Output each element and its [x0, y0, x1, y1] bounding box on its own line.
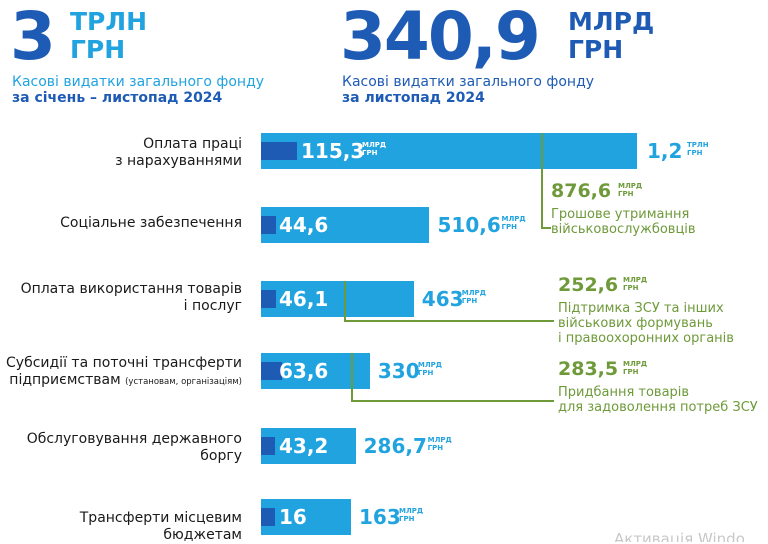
bar-total-label-goods: 463 — [421, 287, 464, 311]
row-label-debt-l2: боргу — [200, 448, 242, 464]
annotation-goods-zsu-value: 283,5 — [558, 358, 619, 380]
leader-subsidies-v — [351, 353, 353, 401]
bar-month-label-local: 16 — [279, 505, 307, 529]
annotation-salary-value: 876,6 — [551, 180, 612, 202]
row-label-salary-l1: Оплата праці — [143, 136, 242, 152]
annotation-zsu-text-2: військових формувань — [558, 316, 713, 331]
total-unit-left-1: ТРЛН — [70, 7, 148, 36]
bar-month-unit-salary: МЛРД ГРН — [362, 141, 387, 157]
bar-month-subsidies — [261, 362, 282, 380]
total-unit-right-2: ГРН — [568, 35, 624, 64]
bar-total-label-local: 163 — [359, 505, 401, 529]
annotation-zsu: 252,6 МЛРД ГРН Підтримка ЗСУ та інших вій… — [558, 274, 734, 347]
row-label-goods-l2: і послуг — [183, 298, 242, 314]
bar-total-debt — [261, 428, 356, 464]
row-label-debt-l1: Обслуговування державного — [26, 431, 242, 447]
row-label-subsidies-l1: Субсидії та поточні трансферти — [6, 355, 242, 371]
total-unit-right-1: МЛРД — [568, 7, 655, 36]
bar-month-label-social: 44,6 — [279, 213, 329, 237]
row-label-local-l1: Трансферти місцевим бюджетам — [79, 510, 242, 543]
row-label-subsidies: Субсидії та поточні трансферти підприємс… — [2, 355, 242, 391]
bar-month-label-goods: 46,1 — [279, 287, 329, 311]
caption-left-line1: Касові видатки загального фонду — [12, 74, 265, 90]
row-label-salary: Оплата праці з нарахуваннями — [2, 136, 242, 170]
row-label-social: Соціальне забезпечення — [2, 215, 242, 232]
bar-total-salary — [261, 133, 637, 169]
row-label-subsidies-l2-wrap: підприємствам (установам, організаціям) — [2, 372, 242, 391]
leader-goods-v — [344, 281, 346, 321]
bar-total-unit-debt: МЛРД ГРН — [427, 436, 452, 452]
bar-total-unit-subsidies: МЛРД ГРН — [417, 361, 443, 377]
annotation-zsu-value: 252,6 — [558, 274, 619, 296]
annotation-zsu-text-1: Підтримка ЗСУ та інших — [558, 301, 724, 316]
bar-month-label-subsidies: 63,6 — [279, 359, 329, 383]
bar-total-label-subsidies: 330 — [377, 359, 420, 383]
bar-total-label-social: 510,6 — [437, 213, 501, 237]
total-value-left: 3 — [10, 0, 56, 75]
row-label-local: Трансферти місцевим бюджетам — [2, 510, 242, 544]
annotation-salary: 876,6 МЛРД ГРН Грошове утримання військов… — [551, 180, 696, 238]
annotation-salary-text-2: військовослужбовців — [551, 222, 696, 237]
leader-salary-h — [541, 227, 551, 229]
row-label-subsidies-l2: підприємствам — [9, 372, 121, 388]
bar-month-social — [261, 216, 276, 234]
annotation-goods-zsu-text-2: для задоволення потреб ЗСУ — [558, 400, 758, 415]
bar-month-label-salary: 115,3 — [301, 139, 365, 163]
row-label-social-l1: Соціальне забезпечення — [60, 215, 242, 231]
row-label-subsidies-small: (установам, організаціям) — [125, 377, 242, 387]
bar-total-goods — [261, 281, 414, 317]
bar-total-unit-goods: МЛРД ГРН — [461, 289, 486, 305]
leader-salary-v — [541, 133, 543, 229]
bar-total-unit-salary: ТРЛН ГРН — [687, 141, 709, 157]
row-label-goods: Оплата використання товарів і послуг — [2, 281, 242, 315]
windows-activation-watermark: Активація Windo — [614, 530, 745, 542]
total-unit-left-2: ГРН — [70, 35, 126, 64]
leader-subsidies-h — [351, 400, 554, 402]
annotation-zsu-text-3: і правоохоронних органів — [558, 331, 734, 346]
annotation-salary-unit: МЛРД ГРН — [618, 182, 643, 198]
bar-month-label-debt: 43,2 — [279, 434, 329, 458]
bar-total-label-salary: 1,2 — [647, 139, 683, 163]
leader-goods-h — [344, 320, 554, 322]
total-value-right: 340,9 — [340, 0, 541, 75]
bar-total-unit-social: МЛРД ГРН — [501, 215, 526, 231]
caption-left-line2: за січень – листопад 2024 — [12, 90, 223, 106]
bar-month-local — [261, 508, 275, 526]
caption-right-line2: за листопад 2024 — [342, 90, 485, 106]
bar-total-social — [261, 207, 430, 243]
row-label-debt: Обслуговування державного боргу — [2, 431, 242, 465]
bar-total-local — [261, 499, 351, 535]
annotation-zsu-unit: МЛРД ГРН — [623, 276, 648, 292]
annotation-goods-zsu-unit: МЛРД ГРН — [623, 360, 648, 376]
bar-total-label-debt: 286,7 — [363, 434, 427, 458]
caption-right-line1: Касові видатки загального фонду — [342, 74, 595, 90]
bar-month-goods — [261, 290, 277, 308]
annotation-salary-text-1: Грошове утримання — [551, 207, 690, 222]
row-label-salary-l2: з нарахуваннями — [115, 153, 242, 169]
bar-total-unit-local: МЛРД ГРН — [399, 507, 424, 523]
bar-month-salary — [261, 142, 297, 160]
row-label-goods-l1: Оплата використання товарів — [20, 281, 242, 297]
annotation-goods-zsu-text-1: Придбання товарів — [558, 385, 690, 400]
bar-month-debt — [261, 437, 276, 455]
annotation-goods-zsu: 283,5 МЛРД ГРН Придбання товарів для задо… — [558, 358, 758, 416]
